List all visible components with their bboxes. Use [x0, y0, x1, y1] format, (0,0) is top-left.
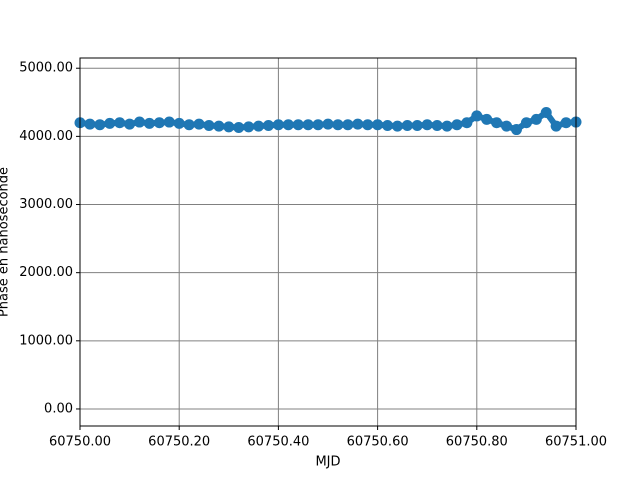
data-point	[104, 117, 116, 129]
data-point	[134, 116, 146, 128]
data-point	[223, 121, 235, 133]
x-tick-label: 60750.40	[247, 435, 309, 450]
data-point	[233, 122, 245, 134]
data-point	[391, 120, 403, 132]
data-point	[481, 113, 493, 125]
y-tick-label: 3000.00	[19, 197, 73, 212]
y-tick-label: 5000.00	[19, 61, 73, 76]
data-point	[362, 119, 374, 131]
plot-frame	[79, 57, 577, 427]
data-point	[550, 120, 562, 132]
data-point	[461, 117, 473, 129]
data-point	[501, 120, 513, 132]
data-point	[292, 119, 304, 131]
data-point	[540, 107, 552, 119]
x-tick-label: 60750.20	[148, 435, 210, 450]
data-point	[84, 118, 96, 130]
data-point	[510, 124, 522, 136]
data-point	[421, 119, 433, 131]
data-point	[411, 119, 423, 131]
data-point	[183, 119, 195, 131]
x-tick-label: 60751.00	[545, 435, 607, 450]
data-point	[193, 118, 205, 130]
data-point	[431, 119, 443, 131]
data-point	[382, 119, 394, 131]
data-point	[203, 119, 215, 131]
x-tick-label: 60750.60	[347, 435, 409, 450]
data-point	[124, 118, 136, 130]
x-tick-label: 60750.80	[446, 435, 508, 450]
x-tick-label: 60750.00	[49, 435, 111, 450]
data-point	[520, 117, 532, 129]
data-point	[272, 119, 284, 131]
data-point	[143, 117, 155, 129]
data-point	[302, 119, 314, 131]
data-point	[253, 120, 265, 132]
y-tick-label: 0.00	[44, 401, 73, 416]
data-point	[401, 119, 413, 131]
data-point	[94, 119, 106, 131]
data-point	[491, 117, 503, 129]
y-tick-label: 1000.00	[19, 333, 73, 348]
data-point	[114, 117, 126, 129]
data-point	[342, 119, 354, 131]
data-point	[213, 120, 225, 132]
data-point	[163, 116, 175, 128]
x-axis-label: MJD	[315, 455, 340, 470]
data-point	[262, 119, 274, 131]
data-point	[560, 117, 572, 129]
data-point	[372, 119, 384, 131]
data-point	[322, 118, 334, 130]
y-axis-label: Phase en nanoseconde	[0, 167, 12, 317]
data-point	[441, 120, 453, 132]
data-point	[312, 119, 324, 131]
data-point	[530, 113, 542, 125]
data-point	[451, 119, 463, 131]
data-point	[352, 118, 364, 130]
y-tick-label: 4000.00	[19, 129, 73, 144]
data-point	[243, 121, 255, 133]
data-point	[332, 119, 344, 131]
data-point	[282, 119, 294, 131]
y-tick-label: 2000.00	[19, 265, 73, 280]
data-point	[153, 117, 165, 129]
data-point	[471, 110, 483, 122]
data-point	[173, 117, 185, 129]
